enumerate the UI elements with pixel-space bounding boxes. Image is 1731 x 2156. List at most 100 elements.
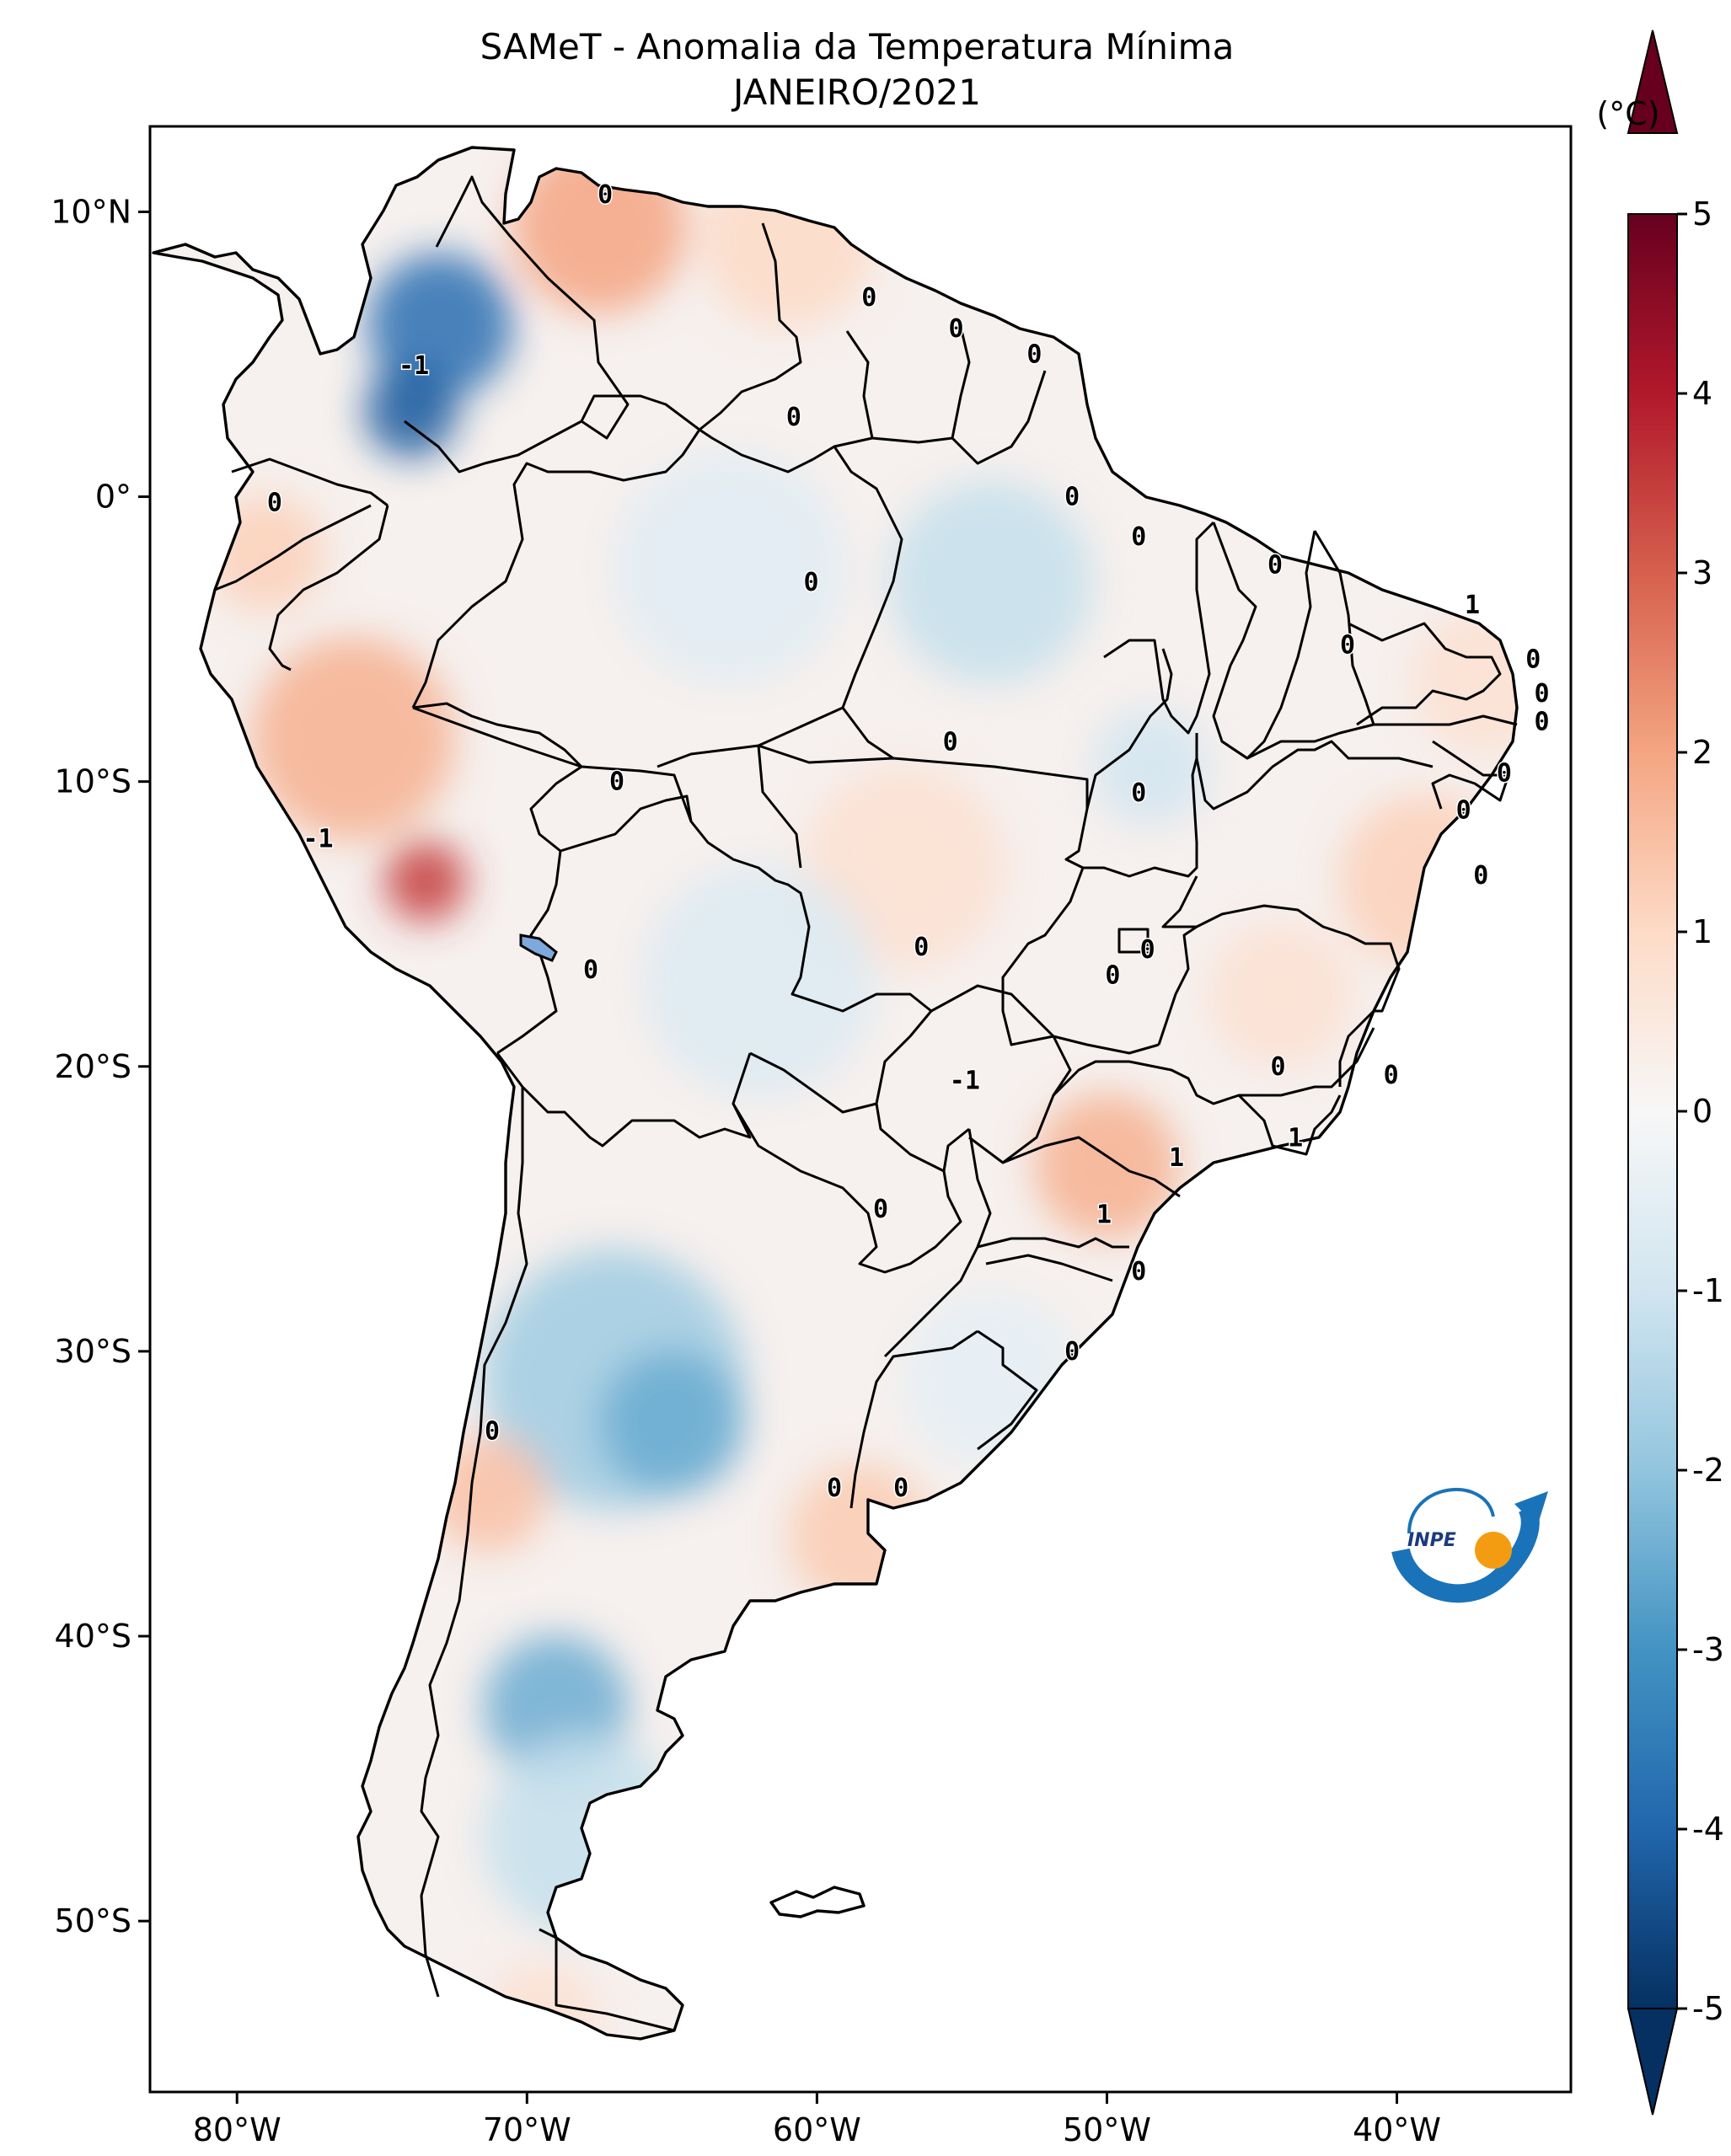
land-layer (152, 146, 1519, 2041)
contour-label: 0 (914, 933, 929, 962)
contour-label: 0 (1270, 1052, 1285, 1082)
lat-tick-label: 0° (95, 479, 131, 516)
border-state-es (1338, 1009, 1375, 1087)
contour-label: 0 (1131, 1257, 1146, 1287)
lake-titicaca (519, 934, 558, 962)
border-colombia-ecuador (231, 457, 389, 507)
contour-label: 0 (609, 768, 624, 797)
contour-label: 0 (1064, 1337, 1080, 1367)
lat-tick-label: 10°N (51, 193, 131, 230)
anomaly-spot (431, 1436, 548, 1552)
border-state-para-east (1103, 521, 1215, 735)
logo-text: INPE (1407, 1530, 1456, 1551)
border-paraguay-argentina (732, 1103, 970, 1274)
border-state-piaui-ceara (1313, 530, 1375, 725)
contour-label: 1 (1288, 1123, 1303, 1153)
contour-label: 0 (485, 1417, 500, 1447)
contour-label: 1 (1169, 1143, 1184, 1173)
anomaly-spot (599, 1350, 745, 1495)
contour-label: 0 (598, 180, 613, 210)
border-uruguay-brazil (977, 1329, 1038, 1451)
map-frame (148, 125, 1573, 2094)
border-tierra-del-fuego (539, 1928, 675, 2032)
border-guyana-suriname (812, 330, 874, 461)
border-argentina-uruguay (849, 1329, 978, 1509)
colorbar-tick-label: 1 (1692, 913, 1712, 950)
border-state-df (1117, 928, 1150, 954)
border-ecuador-peru (214, 504, 372, 591)
border-colombia-peru (268, 505, 389, 671)
contour-label: 0 (267, 488, 282, 517)
colorbar-tick-label: -2 (1692, 1452, 1724, 1489)
colorbar-tick-label: 4 (1692, 375, 1712, 412)
lon-tick-label: 50°W (1063, 2111, 1151, 2148)
anomaly-spot (1034, 1094, 1180, 1239)
logo-sun (1475, 1532, 1512, 1569)
colorbar-tick-label: 0 (1692, 1093, 1712, 1130)
colorbar-unit-label: (°C) (1596, 95, 1659, 132)
border-state-rondonia-mt (757, 745, 802, 869)
border-state-rj (1237, 1094, 1342, 1156)
colorbar-ticks: 5 4 3 2 1 0 -1 -2 -3 -4 -5 (1677, 195, 1724, 2027)
border-state-amazonas-acre (412, 706, 693, 822)
border-bolivia-chile-argentina (496, 1052, 752, 1148)
anomaly-spot (1092, 709, 1208, 826)
colorbar-tick-label: -3 (1692, 1631, 1724, 1668)
anomaly-spot (889, 480, 1093, 684)
colorbar-tick-label: 2 (1692, 734, 1712, 771)
contour-label: 0 (1497, 759, 1512, 789)
lon-tick-label: 60°W (773, 2111, 861, 2148)
contour-label: 0 (1131, 778, 1146, 808)
contour-label: 1 (1096, 1201, 1112, 1230)
contour-label: 0 (1140, 935, 1155, 965)
border-brazil-north (411, 428, 814, 709)
political-borders (214, 175, 1518, 2032)
contour-label: -1 (303, 824, 334, 853)
contour-label: 0 (827, 1474, 842, 1503)
lat-tick-label: 50°S (55, 1902, 131, 1939)
figure-subtitle: JANEIRO/2021 (731, 72, 981, 113)
contour-label: 0 (786, 403, 801, 432)
contour-label: 0 (1535, 679, 1550, 709)
anomaly-spot (1208, 923, 1353, 1068)
anomaly-spot (364, 365, 458, 458)
contour-label: 1 (1465, 591, 1480, 620)
lat-tick-label: 30°S (55, 1333, 131, 1370)
border-guiana-brazil (951, 370, 1047, 465)
contour-label: 0 (1267, 551, 1283, 580)
logo-arc (1391, 1504, 1540, 1603)
colorbar-tick-label: -5 (1692, 1990, 1724, 2027)
border-venezuela-colombia (404, 175, 630, 473)
anomaly-spot (1411, 609, 1517, 755)
anomaly-spot (251, 637, 455, 841)
inpe-logo: INPE (1391, 1488, 1548, 1603)
lon-tick-label: 80°W (193, 2111, 281, 2148)
colorbar-tick-label: -1 (1692, 1272, 1724, 1309)
border-state-mg-sp (1052, 1027, 1375, 1105)
lon-tick-label: 40°W (1353, 2111, 1441, 2148)
contour-label: 0 (583, 955, 598, 985)
contour-label: 0 (861, 283, 876, 313)
anomaly-spot (367, 253, 513, 399)
border-suriname-guiana (871, 326, 971, 444)
border-chile-argentina (420, 1087, 528, 1998)
border-venezuela-guyana (580, 222, 802, 431)
colorbar-body (1627, 213, 1678, 2009)
contour-label: -1 (399, 351, 429, 381)
border-state-mato-grosso-para (758, 744, 1089, 809)
logo-arrow (1514, 1491, 1548, 1527)
contour-label: -1 (950, 1067, 980, 1096)
colorbar-extend-min (1626, 2008, 1679, 2116)
border-bolivia-brazil (560, 794, 932, 1013)
border-peru-brazil (412, 702, 583, 853)
border-state-pernambuco (1221, 714, 1518, 760)
coastline (152, 146, 1519, 2041)
border-state-ms (930, 984, 1072, 1164)
contour-label: 0 (1026, 340, 1042, 369)
contour-label: 0 (873, 1195, 888, 1224)
border-argentina-brazil (883, 1128, 992, 1358)
land-mass (153, 147, 1517, 2039)
contour-label: 0 (1535, 708, 1550, 737)
